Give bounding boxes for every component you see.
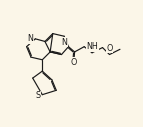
Text: O: O <box>70 58 77 67</box>
Text: O: O <box>106 44 113 53</box>
Text: S: S <box>35 91 40 100</box>
Text: N: N <box>61 37 67 46</box>
Text: NH: NH <box>86 42 98 51</box>
Text: N: N <box>27 34 33 43</box>
